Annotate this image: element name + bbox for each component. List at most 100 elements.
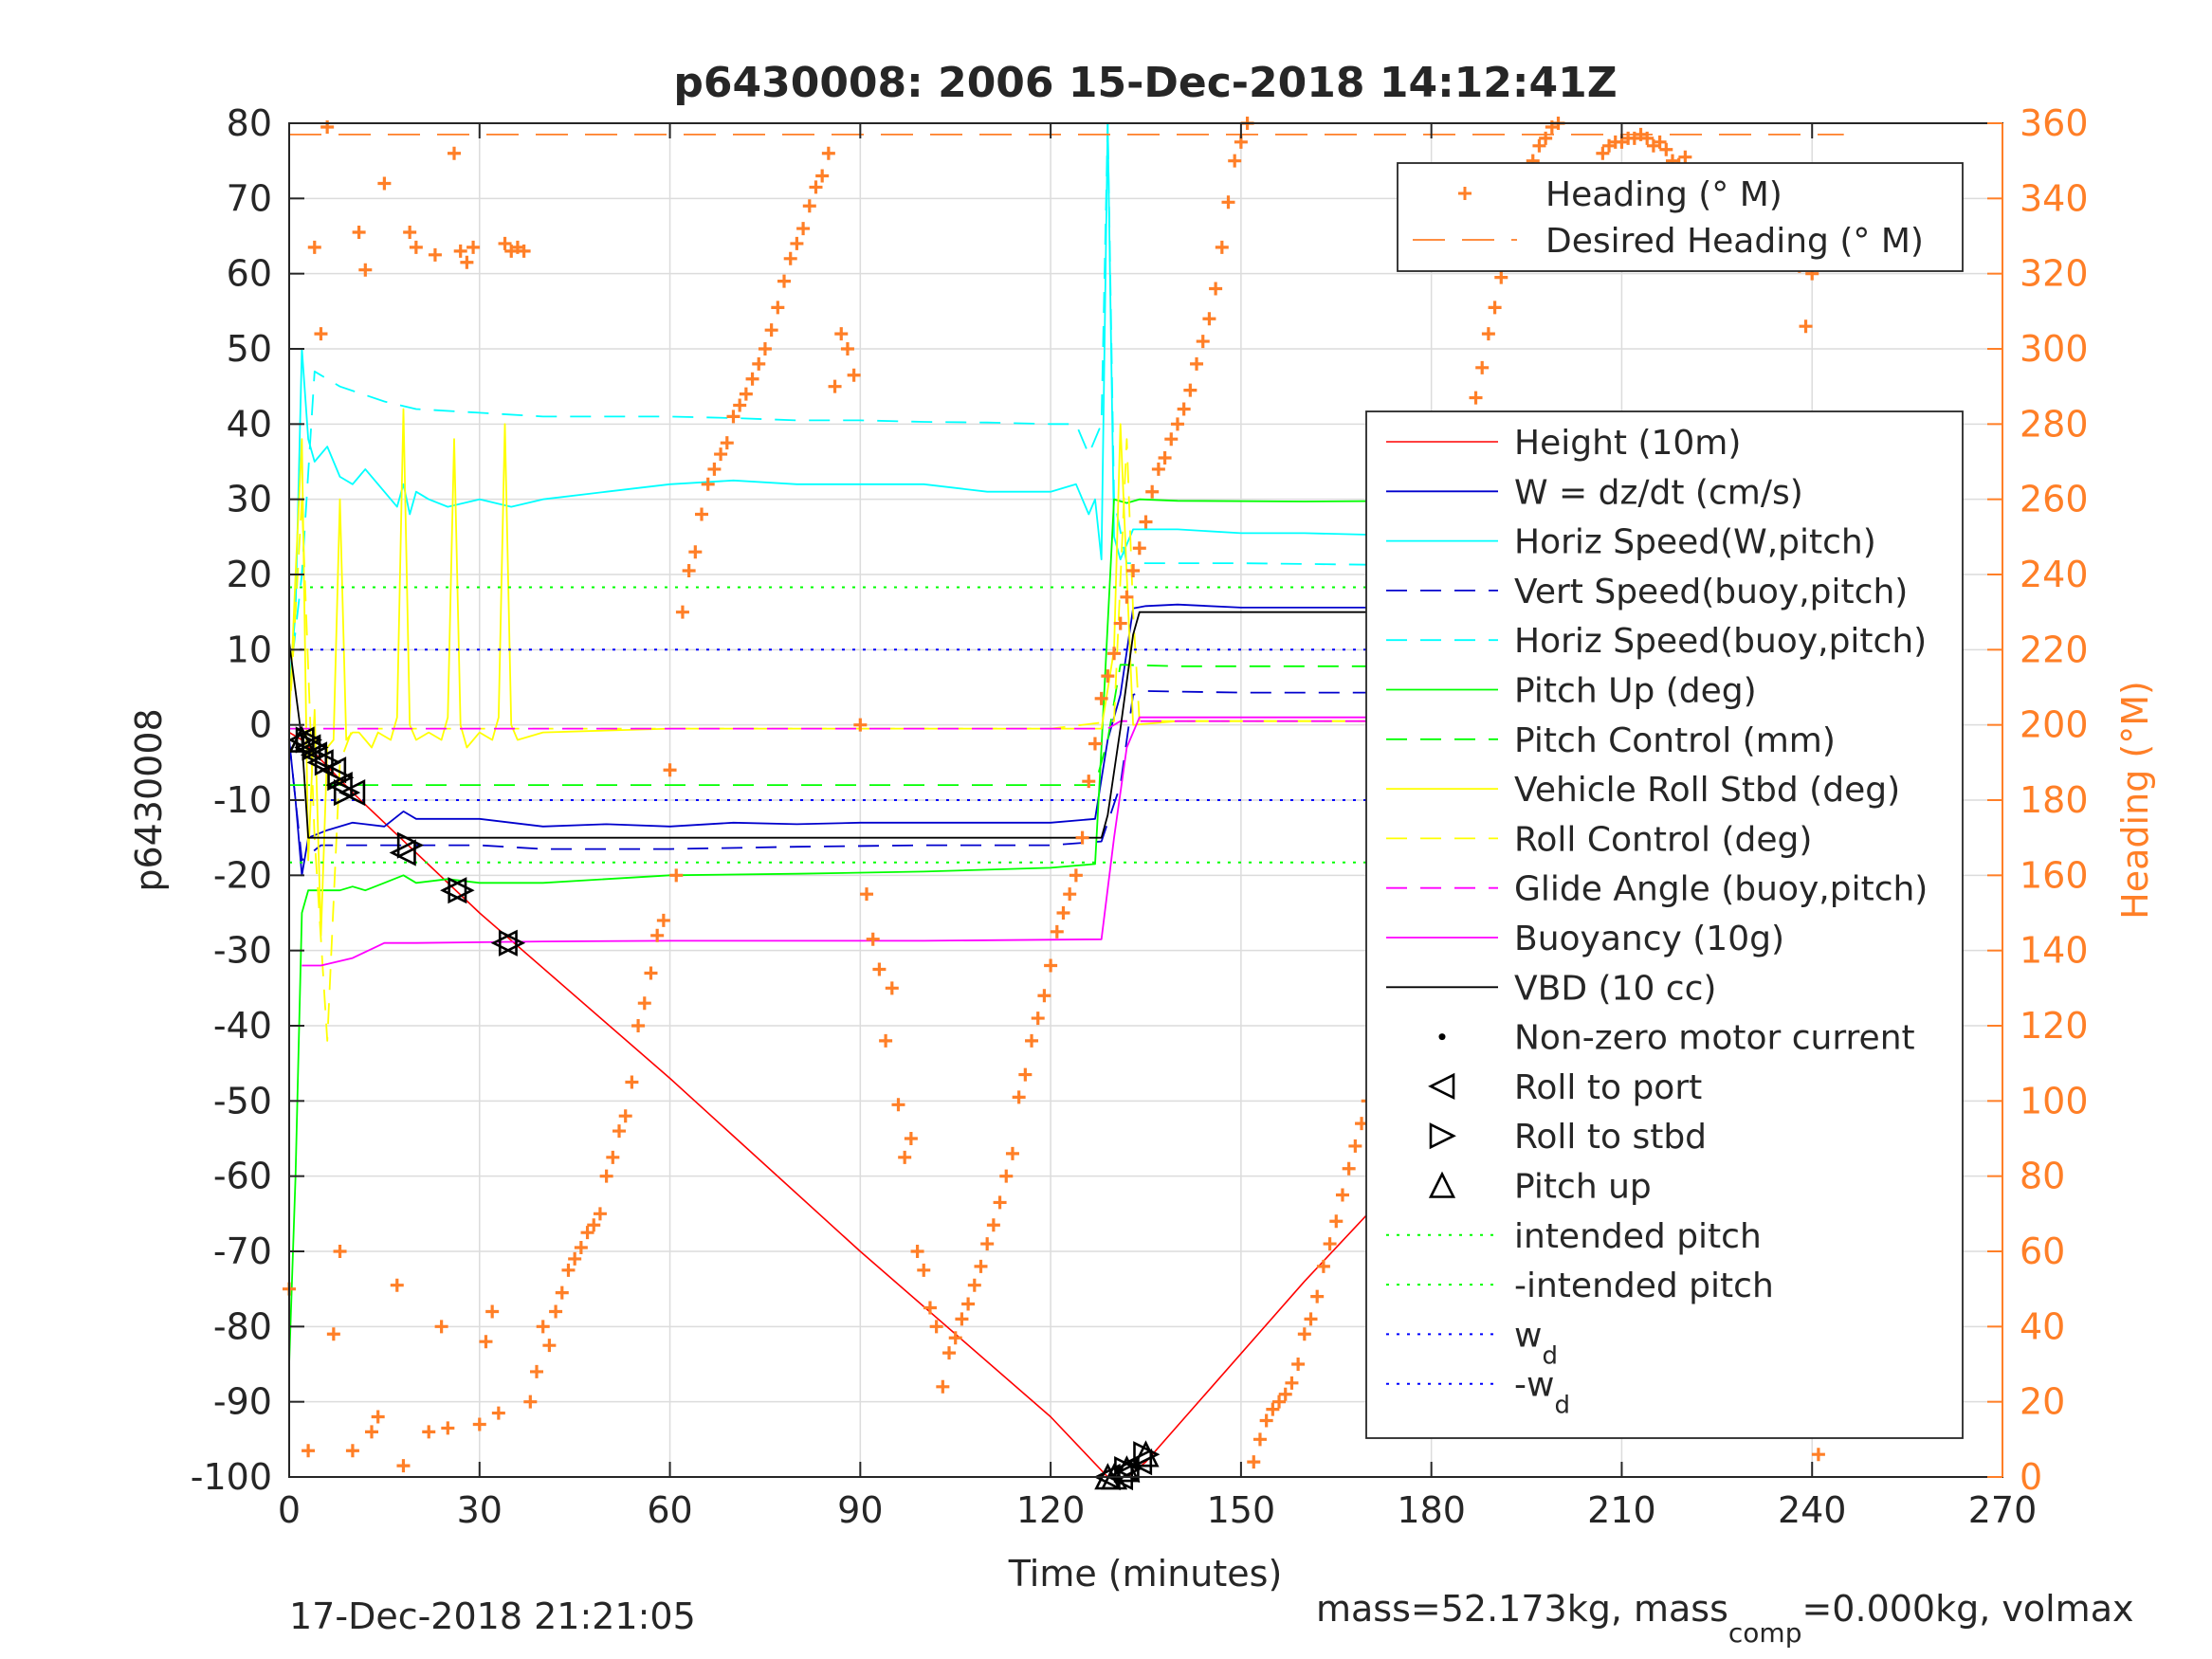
heading-point [993,1195,1007,1210]
roll-to-port-marker [389,839,416,866]
legend-main-entry: -intended pitch [1386,1267,1774,1305]
y-tick-label: -90 [213,1381,272,1423]
heading-point [796,222,811,236]
heading-point [1297,1327,1311,1341]
y-tick-label: 20 [227,554,272,595]
heading-point [568,1251,582,1266]
heading-point [498,236,512,250]
heading-point [974,1259,988,1273]
heading-point [561,1263,576,1277]
legend-main-entry: Pitch Control (mm) [1386,721,1836,760]
heading-point [1469,391,1483,405]
heading-point [625,1075,639,1089]
y-tick-label: 50 [227,328,272,370]
y-tick-label: 30 [227,479,272,520]
heading-point [986,1218,1000,1232]
legend-top-box [1397,162,1964,272]
y-axis-label: p6430008 [128,708,170,891]
heading-point [453,244,467,258]
legend-glyph-pitch-up [1428,1171,1456,1198]
heading-point [777,274,792,288]
y2-tick-label: 360 [2020,102,2089,144]
heading-point [1811,1448,1825,1462]
heading-point [1012,1090,1026,1104]
heading-point [1018,1067,1033,1082]
roll-to-port-marker [325,772,353,799]
y2-tick-label: 140 [2020,930,2089,972]
heading-point [669,868,684,883]
y2-axis-label: Heading (°M) [2114,681,2156,920]
y2-tick-label: 340 [2020,177,2089,219]
heading-point [815,169,830,183]
heading-point [1215,240,1229,254]
pitch-up-marker [1113,1455,1141,1483]
legend-main-entry: Roll to stbd [1429,1118,1707,1157]
heading-point [491,1406,505,1420]
legend-label: Vehicle Roll Stbd (deg) [1514,771,1900,810]
heading-point [409,240,423,254]
pitch-up-marker [1132,1440,1160,1468]
heading-point [371,1410,385,1424]
heading-point [1107,647,1122,661]
heading-point [1596,146,1610,160]
heading-point [758,342,772,356]
x-tick-label: 0 [278,1489,301,1531]
heading-point [1310,1289,1325,1304]
heading-point [612,1124,627,1139]
heading-point [1653,135,1667,149]
heading-point [1640,131,1654,145]
y-tick-label: -80 [213,1305,272,1347]
roll-to-stbd-marker [314,749,342,776]
heading-point [783,251,797,265]
heading-point [1088,737,1102,751]
heading-point [1488,301,1502,315]
legend-main-entry: intended pitch [1386,1217,1762,1256]
x-tick-label: 30 [457,1489,503,1531]
heading-point [885,981,899,995]
legend-label: -intended pitch [1514,1267,1774,1305]
heading-point [644,966,658,980]
heading-point [345,1444,359,1458]
legend-label: W = dz/dt (cm/s) [1514,473,1803,512]
heading-point [701,477,715,491]
heading-point [929,1320,943,1334]
legend-label: Horiz Speed(buoy,pitch) [1514,622,1927,661]
heading-point [1659,142,1673,156]
heading-point [1221,195,1235,210]
y-tick-label: 80 [227,102,272,144]
heading-point [1075,830,1089,845]
legend-main-entry: Buoyancy (10g) [1386,920,1784,958]
roll-to-port-marker [440,877,467,904]
legend-top-entry: Heading (° M) [1458,175,1782,214]
heading-point [898,1150,912,1164]
legend-main-entry: Glide Angle (buoy,pitch) [1386,870,1928,909]
legend-glyph-heading [1458,187,1472,200]
legend-glyph-roll-stbd [1429,1122,1456,1150]
heading-point [1170,417,1184,431]
roll-to-stbd-marker [302,734,329,761]
y-tick-label: -20 [213,854,272,896]
heading-point [1329,1214,1344,1229]
roll-to-port-marker [338,778,366,807]
legend-glyph-dot [1438,1033,1446,1041]
y2-tick-label: 60 [2020,1231,2065,1272]
x-tick-label: 120 [1016,1489,1086,1531]
heading-point [752,356,766,371]
heading-point [365,1425,379,1439]
legend-main-entry: Horiz Speed(buoy,pitch) [1386,622,1927,661]
y-tick-label: -100 [191,1456,272,1498]
heading-point [936,1379,950,1394]
heading-point [517,244,531,258]
legend-label-main: w [1514,1316,1542,1355]
y2-tick-label: 100 [2020,1080,2089,1121]
heading-point [1113,616,1127,630]
y2-tick-label: 20 [2020,1381,2065,1423]
heading-point [1539,131,1553,145]
heading-point [530,1364,544,1378]
y2-tick-label: 80 [2020,1156,2065,1197]
heading-point [631,1019,646,1032]
heading-point [688,545,703,559]
heading-point [980,1237,995,1251]
y-tick-label: -40 [213,1005,272,1047]
heading-point [307,240,321,254]
